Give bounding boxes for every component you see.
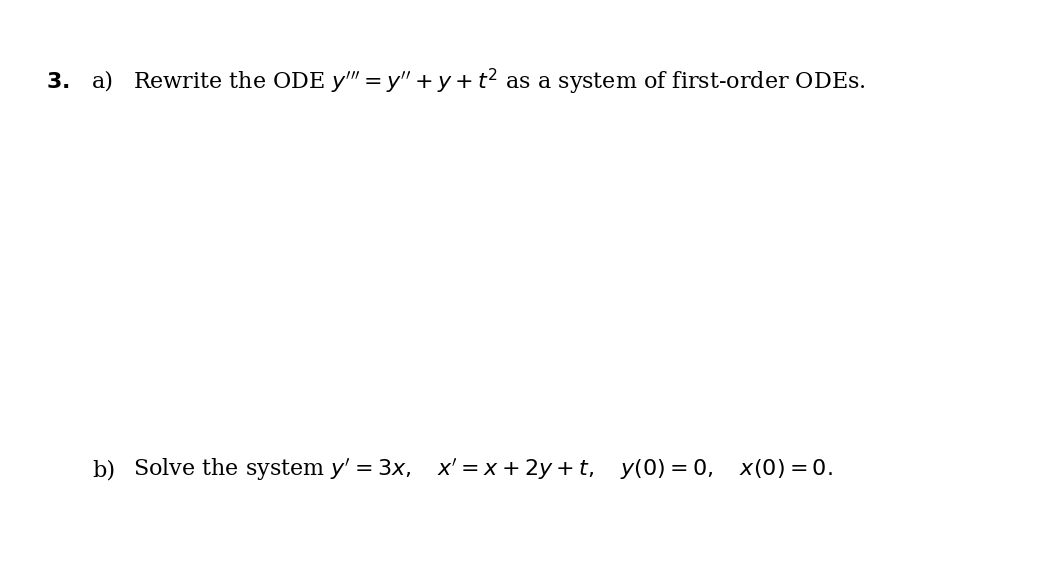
Text: a): a) xyxy=(92,71,114,92)
Text: $\mathbf{3.}$: $\mathbf{3.}$ xyxy=(46,71,69,92)
Text: Solve the system $y' = 3x, \quad x' = x + 2y + t, \quad y(0) = 0, \quad x(0) = 0: Solve the system $y' = 3x, \quad x' = x … xyxy=(133,457,833,483)
Text: Rewrite the ODE $y''' = y'' + y + t^2$ as a system of first-order ODEs.: Rewrite the ODE $y''' = y'' + y + t^2$ a… xyxy=(133,67,866,97)
Text: b): b) xyxy=(92,459,115,481)
